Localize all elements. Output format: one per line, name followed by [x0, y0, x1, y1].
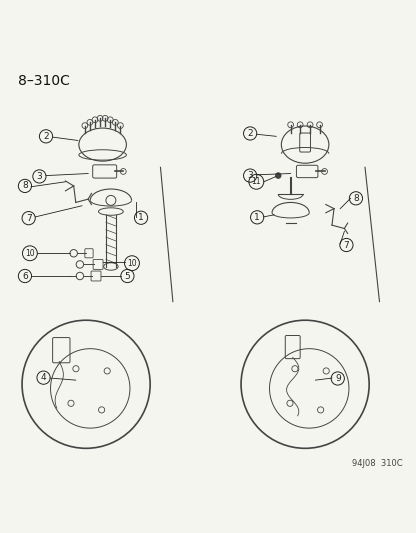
- Text: 2: 2: [248, 129, 253, 138]
- Text: 8: 8: [353, 194, 359, 203]
- Text: 9: 9: [335, 374, 341, 383]
- Text: 3: 3: [247, 171, 253, 180]
- Circle shape: [275, 173, 281, 179]
- Text: 5: 5: [124, 271, 130, 280]
- Text: 1: 1: [138, 213, 144, 222]
- Text: 4: 4: [41, 373, 46, 382]
- Text: 11: 11: [252, 177, 261, 187]
- Text: 8: 8: [22, 181, 28, 190]
- Text: 10: 10: [25, 249, 35, 258]
- Text: 94J08  310C: 94J08 310C: [352, 459, 402, 468]
- Text: 7: 7: [344, 240, 349, 249]
- Text: 1: 1: [254, 213, 260, 222]
- Text: 8–310C: 8–310C: [18, 74, 70, 88]
- Text: 2: 2: [43, 132, 49, 141]
- Text: 7: 7: [26, 214, 32, 223]
- Text: 3: 3: [37, 172, 42, 181]
- Text: 6: 6: [22, 271, 28, 280]
- Text: 10: 10: [127, 259, 137, 268]
